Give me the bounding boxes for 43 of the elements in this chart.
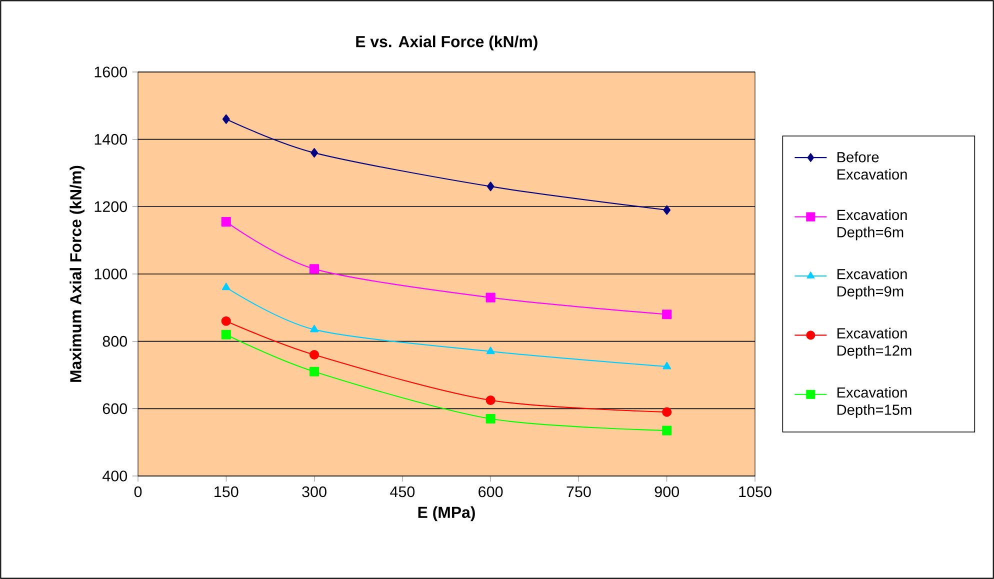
point bbox=[486, 414, 496, 424]
y-tick-label: 600 bbox=[102, 403, 128, 414]
x-tick-label: 150 bbox=[214, 486, 238, 498]
legend-label: Excavation Depth=9m bbox=[837, 268, 907, 300]
y-tick-label: 1000 bbox=[94, 268, 128, 280]
x-tick-label: 1050 bbox=[739, 486, 772, 498]
legend-label: Before Excavation bbox=[837, 152, 907, 180]
chart-title: E vs. Axial Force (kN/m) bbox=[356, 36, 538, 50]
point bbox=[310, 350, 320, 360]
x-tick-label: 750 bbox=[566, 486, 591, 498]
x-tick-label: 600 bbox=[478, 486, 503, 498]
point bbox=[486, 182, 494, 192]
point bbox=[222, 282, 230, 290]
x-axis-title: E (MPa) bbox=[418, 506, 475, 522]
point bbox=[663, 205, 671, 215]
point bbox=[221, 316, 231, 326]
point bbox=[221, 217, 231, 227]
x-tick-label: 0 bbox=[134, 486, 142, 498]
point bbox=[662, 310, 672, 320]
point bbox=[310, 264, 320, 274]
point bbox=[662, 362, 672, 370]
y-tick-label: 800 bbox=[102, 336, 128, 347]
point bbox=[486, 346, 495, 354]
x-tick-label: 300 bbox=[302, 486, 326, 498]
point bbox=[310, 148, 318, 158]
legend-label: Excavation Depth=6m bbox=[837, 209, 907, 240]
point bbox=[486, 395, 496, 406]
y-tick-label: 1200 bbox=[94, 201, 128, 212]
x-tick-label: 450 bbox=[390, 486, 415, 498]
legend-label: Excavation Depth=15m bbox=[837, 386, 912, 418]
legend-label: Excavation Depth=12m bbox=[837, 328, 912, 359]
y-tick-label: 400 bbox=[102, 470, 128, 482]
y-tick-label: 1600 bbox=[94, 66, 128, 78]
y-axis-title: Maximum Axial Force (kN/m) bbox=[70, 166, 85, 382]
point bbox=[310, 324, 319, 332]
point bbox=[662, 407, 672, 417]
point bbox=[486, 292, 496, 302]
point bbox=[221, 330, 231, 340]
point bbox=[662, 426, 672, 436]
x-tick-label: 900 bbox=[654, 486, 680, 498]
y-tick-label: 1400 bbox=[94, 134, 128, 145]
point bbox=[222, 114, 230, 124]
point bbox=[310, 366, 320, 376]
